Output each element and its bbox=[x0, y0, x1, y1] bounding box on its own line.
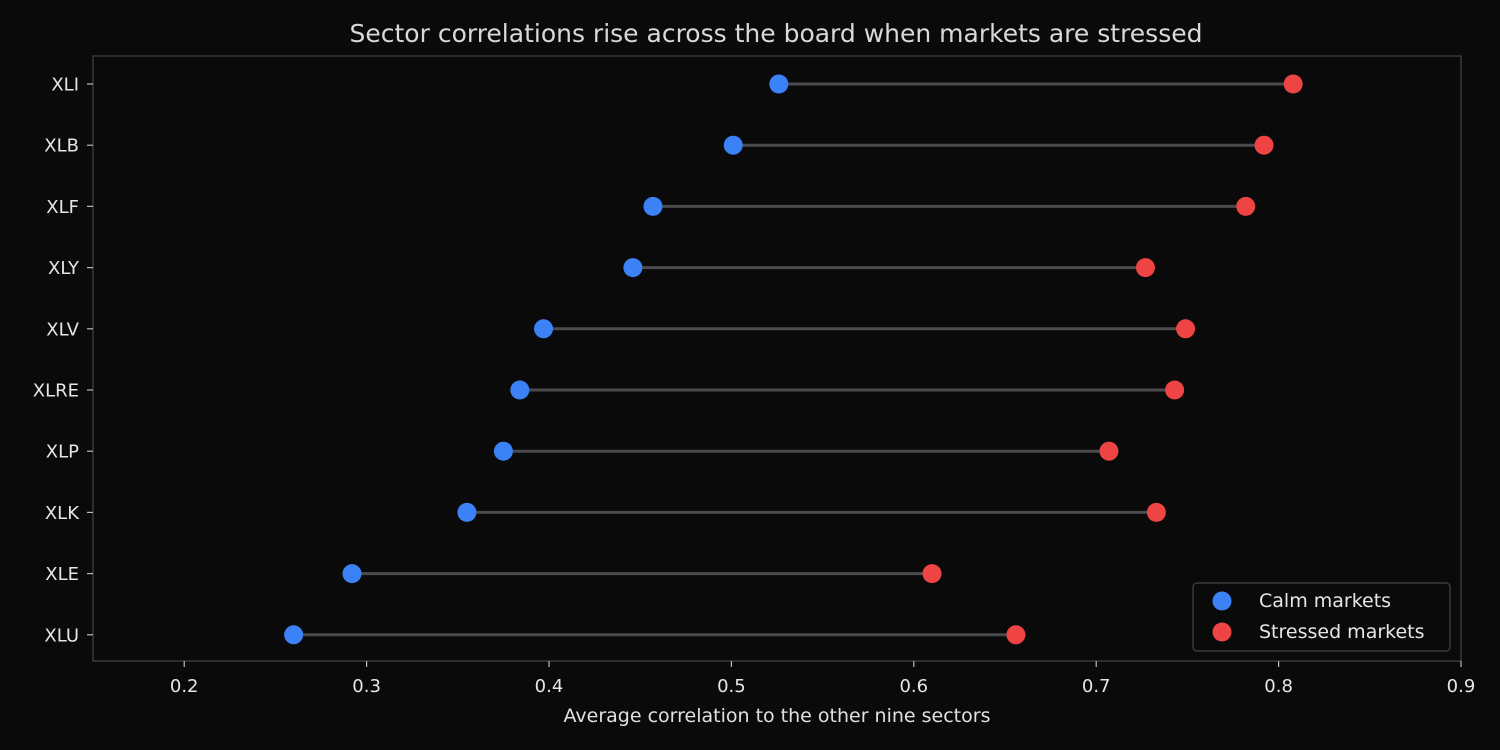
point-stressed-xlre bbox=[1165, 380, 1185, 400]
point-stressed-xli bbox=[1283, 74, 1303, 94]
y-tick-label: XLRE bbox=[33, 381, 79, 402]
point-calm-xly bbox=[623, 258, 643, 278]
y-tick-label: XLY bbox=[48, 258, 80, 279]
point-calm-xlu bbox=[284, 625, 304, 645]
point-stressed-xlu bbox=[1006, 625, 1026, 645]
legend-box bbox=[1192, 582, 1451, 652]
point-calm-xli bbox=[769, 74, 789, 94]
y-tick-label: XLU bbox=[44, 625, 79, 646]
point-stressed-xle bbox=[922, 564, 942, 584]
legend-label-calm: Calm markets bbox=[1259, 590, 1391, 612]
legend-label-stressed: Stressed markets bbox=[1259, 621, 1425, 643]
legend-marker-calm bbox=[1212, 591, 1232, 611]
point-stressed-xlp bbox=[1099, 441, 1119, 461]
connector-lines bbox=[293, 82, 1294, 637]
point-calm-xlp bbox=[493, 441, 513, 461]
point-calm-xlv bbox=[534, 319, 554, 339]
y-tick-label: XLK bbox=[45, 503, 80, 524]
y-tick-label: XLF bbox=[46, 197, 79, 218]
y-tick-label: XLB bbox=[44, 136, 79, 157]
point-calm-xlk bbox=[457, 502, 477, 522]
x-tick-label: 0.5 bbox=[717, 676, 746, 697]
point-calm-xlf bbox=[643, 196, 663, 216]
point-stressed-xlv bbox=[1176, 319, 1196, 339]
x-tick-label: 0.4 bbox=[535, 676, 564, 697]
point-stressed-xlk bbox=[1146, 502, 1166, 522]
x-axis-ticks: 0.2 0.3 0.4 0.5 0.6 0.7 0.8 0.9 bbox=[170, 661, 1475, 697]
x-tick-label: 0.9 bbox=[1447, 676, 1476, 697]
legend: Calm markets Stressed markets bbox=[1192, 582, 1451, 652]
y-tick-label: XLI bbox=[51, 75, 79, 96]
x-tick-label: 0.8 bbox=[1264, 676, 1293, 697]
data-points bbox=[284, 74, 1303, 645]
x-tick-label: 0.2 bbox=[170, 676, 199, 697]
y-tick-label: XLE bbox=[45, 564, 79, 585]
point-stressed-xlf bbox=[1236, 196, 1256, 216]
y-axis-ticks: XLI XLB XLF XLY XLV XLRE XLP XLK XLE XLU bbox=[33, 75, 93, 646]
x-tick-label: 0.7 bbox=[1082, 676, 1111, 697]
x-tick-label: 0.6 bbox=[899, 676, 928, 697]
chart-title: Sector correlations rise across the boar… bbox=[350, 19, 1203, 48]
point-stressed-xly bbox=[1135, 258, 1155, 278]
point-calm-xlb bbox=[723, 135, 743, 155]
x-tick-label: 0.3 bbox=[352, 676, 381, 697]
x-axis-label: Average correlation to the other nine se… bbox=[564, 705, 991, 727]
legend-marker-stressed bbox=[1212, 622, 1232, 642]
y-tick-label: XLV bbox=[46, 319, 79, 340]
plot-area-frame bbox=[92, 55, 1462, 662]
y-tick-label: XLP bbox=[46, 442, 79, 463]
point-stressed-xlb bbox=[1254, 135, 1274, 155]
point-calm-xlre bbox=[510, 380, 530, 400]
point-calm-xle bbox=[342, 564, 362, 584]
